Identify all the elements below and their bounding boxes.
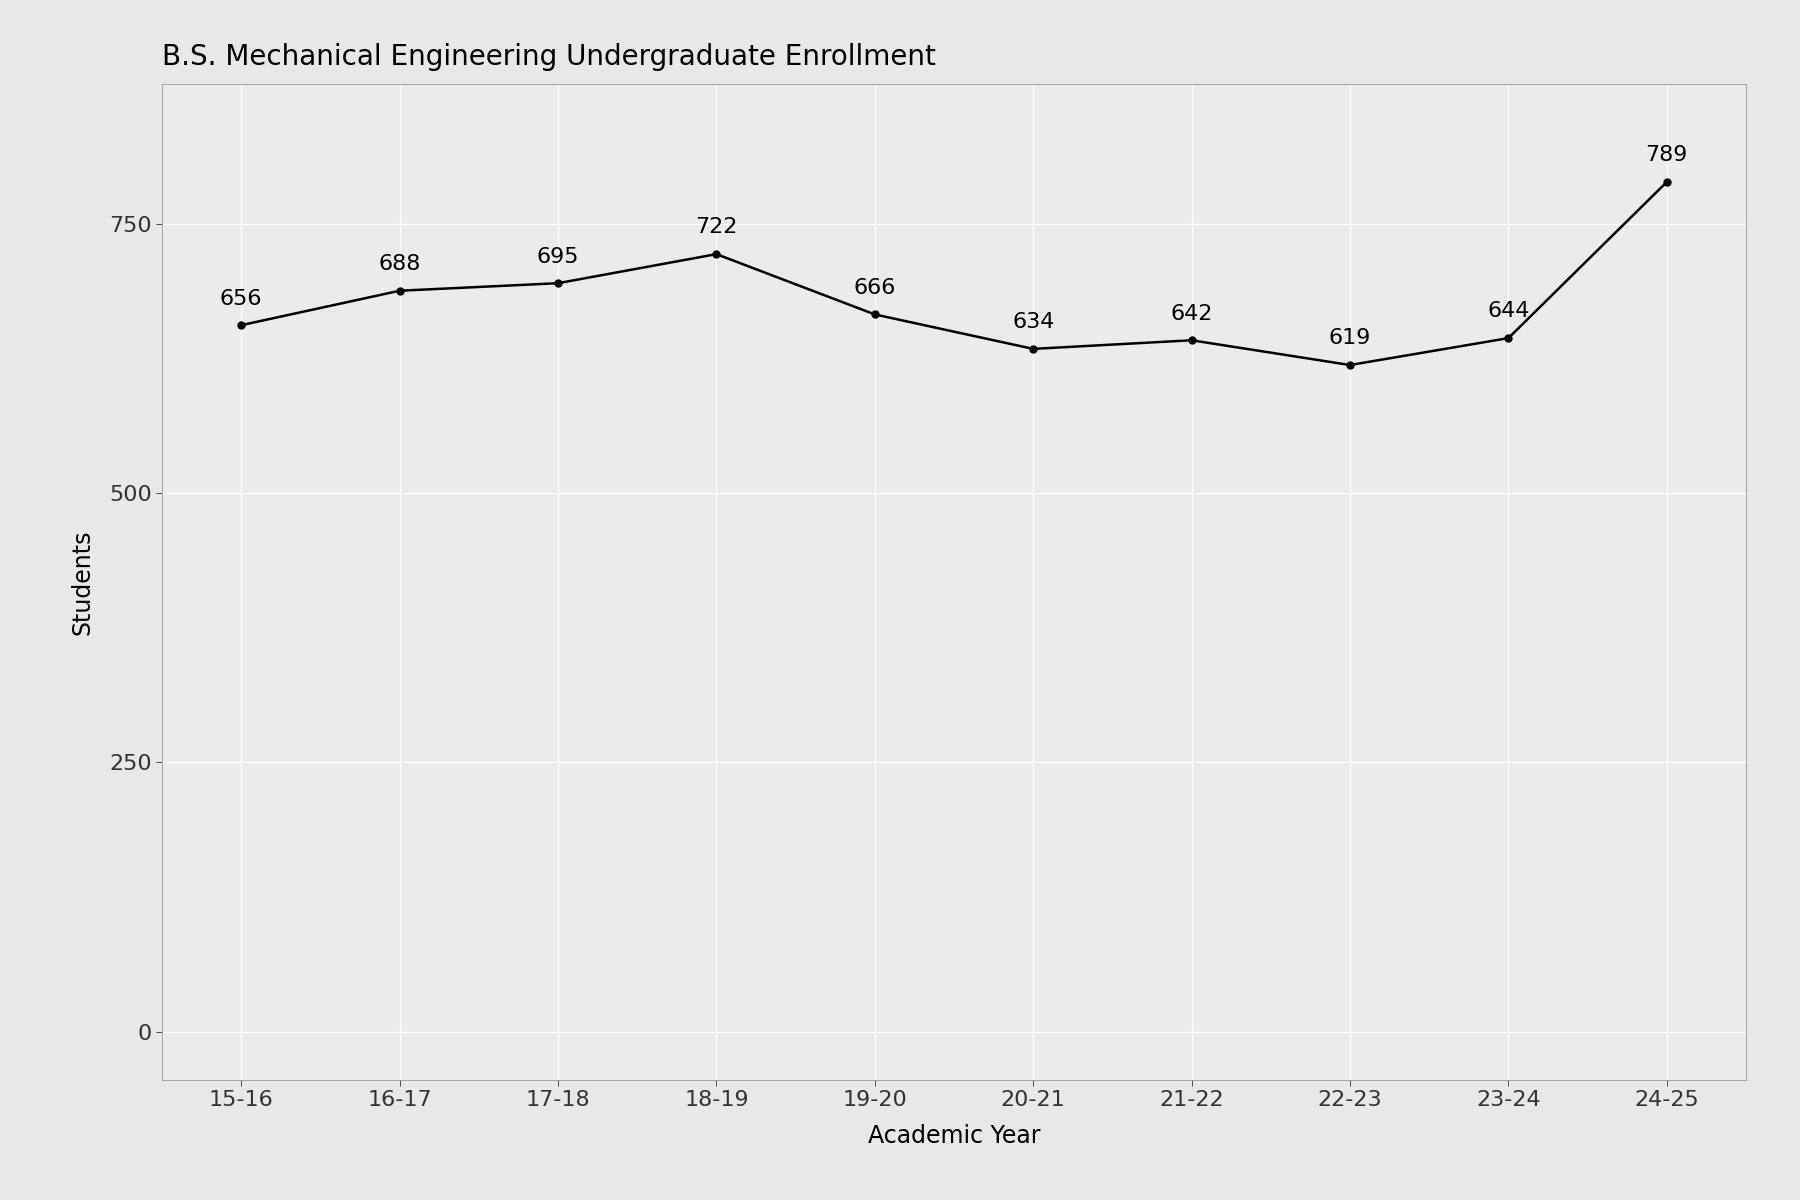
Text: 688: 688: [378, 254, 421, 274]
Text: 666: 666: [853, 277, 896, 298]
X-axis label: Academic Year: Academic Year: [868, 1124, 1040, 1148]
Text: B.S. Mechanical Engineering Undergraduate Enrollment: B.S. Mechanical Engineering Undergraduat…: [162, 42, 936, 71]
Text: 634: 634: [1012, 312, 1055, 332]
Y-axis label: Students: Students: [70, 529, 95, 635]
Text: 656: 656: [220, 288, 263, 308]
Text: 644: 644: [1487, 301, 1530, 322]
Text: 789: 789: [1645, 145, 1688, 166]
Text: 722: 722: [695, 217, 738, 238]
Text: 619: 619: [1328, 329, 1372, 348]
Text: 695: 695: [536, 246, 580, 266]
Text: 642: 642: [1170, 304, 1213, 324]
